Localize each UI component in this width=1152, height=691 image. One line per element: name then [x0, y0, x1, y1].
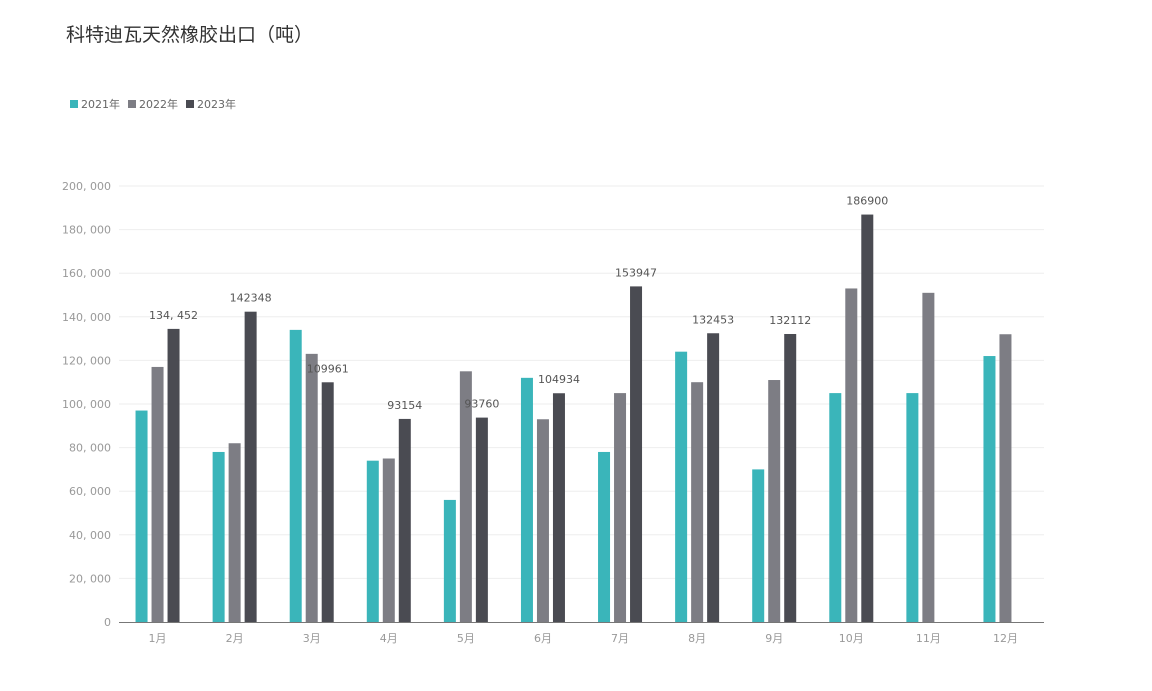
bar-2021年-3月[interactable] — [289, 329, 302, 622]
bar-2022年-6月[interactable] — [536, 419, 549, 622]
y-tick-label: 60, 000 — [69, 485, 111, 498]
bar-2022年-3月[interactable] — [305, 353, 318, 622]
bar-2022年-11月[interactable] — [922, 292, 935, 622]
bar-2021年-1月[interactable] — [135, 410, 148, 622]
legend-item-2023[interactable]: 2023年 — [186, 96, 236, 112]
x-tick-label: 7月 — [611, 632, 629, 645]
data-label: 186900 — [846, 195, 888, 208]
bar-2023年-6月[interactable] — [552, 393, 565, 622]
bar-2021年-5月[interactable] — [443, 499, 456, 622]
bar-2021年-11月[interactable] — [906, 393, 919, 622]
legend-swatch-2021 — [70, 100, 78, 108]
legend-label-2021: 2021年 — [81, 98, 120, 111]
y-tick-label: 80, 000 — [69, 442, 111, 455]
bar-2022年-4月[interactable] — [382, 458, 395, 623]
data-label: 104934 — [538, 373, 580, 386]
legend-swatch-2022 — [128, 100, 136, 108]
y-tick-label: 100, 000 — [62, 398, 111, 411]
x-tick-label: 12月 — [993, 632, 1018, 645]
y-tick-label: 200, 000 — [62, 180, 111, 193]
data-label: 109961 — [307, 362, 349, 375]
bar-2023年-7月[interactable] — [630, 286, 643, 622]
legend-item-2021[interactable]: 2021年 — [70, 96, 120, 112]
y-tick-label: 120, 000 — [62, 354, 111, 367]
bar-2021年-9月[interactable] — [752, 469, 765, 622]
bar-2022年-2月[interactable] — [228, 443, 241, 622]
data-labels: 134, 452 142348 109961 93154 93760 104934 1539… — [149, 195, 888, 412]
data-label: 93154 — [387, 399, 422, 412]
bar-2022年-8月[interactable] — [691, 382, 704, 622]
bar-2021年-10月[interactable] — [829, 393, 842, 622]
data-label: 132112 — [769, 314, 811, 327]
x-tick-label: 2月 — [226, 632, 244, 645]
x-tick-label: 10月 — [839, 632, 864, 645]
bar-2021年-6月[interactable] — [520, 377, 533, 622]
bar-2023年-2月[interactable] — [244, 311, 257, 622]
x-tick-label: 1月 — [149, 632, 167, 645]
y-tick-label: 40, 000 — [69, 529, 111, 542]
x-tick-label: 5月 — [457, 632, 475, 645]
legend: 2021年 2022年 2023年 — [70, 96, 236, 112]
bar-2022年-5月[interactable] — [459, 371, 472, 622]
bar-2023年-8月[interactable] — [707, 333, 720, 622]
x-tick-label: 11月 — [916, 632, 941, 645]
legend-item-2022[interactable]: 2022年 — [128, 96, 178, 112]
data-label: 153947 — [615, 266, 657, 279]
bar-2023年-1月[interactable] — [167, 328, 180, 622]
x-tick-label: 4月 — [380, 632, 398, 645]
x-tick-label: 8月 — [688, 632, 706, 645]
chart-title: 科特迪瓦天然橡胶出口（吨） — [66, 24, 314, 46]
x-axis: 1月 2月 3月 4月 5月 6月 7月 8月 9月 10月 11月 12月 — [119, 622, 1044, 645]
bar-2021年-7月[interactable] — [598, 451, 611, 622]
y-tick-label: 140, 000 — [62, 311, 111, 324]
bar-2021年-2月[interactable] — [212, 451, 225, 622]
bar-2022年-9月[interactable] — [768, 380, 781, 622]
y-tick-label: 180, 000 — [62, 224, 111, 237]
data-label: 132453 — [692, 313, 734, 326]
data-label: 142348 — [230, 292, 272, 305]
bar-2023年-9月[interactable] — [784, 333, 797, 622]
y-tick-label: 0 — [104, 616, 111, 629]
bar-2023年-4月[interactable] — [398, 418, 411, 622]
legend-label-2022: 2022年 — [139, 98, 178, 111]
y-tick-label: 160, 000 — [62, 267, 111, 280]
bars — [135, 214, 1012, 623]
x-tick-label: 6月 — [534, 632, 552, 645]
bar-2021年-8月[interactable] — [675, 351, 688, 622]
bar-2023年-3月[interactable] — [321, 382, 334, 622]
bar-2021年-12月[interactable] — [983, 356, 996, 622]
bar-2023年-10月[interactable] — [861, 214, 874, 623]
bar-2022年-10月[interactable] — [845, 288, 858, 622]
y-axis: 0 20, 000 40, 000 60, 000 80, 000 100, 000 120… — [62, 180, 111, 629]
bar-2022年-1月[interactable] — [151, 366, 164, 622]
bar-2022年-7月[interactable] — [614, 393, 627, 622]
data-label: 93760 — [464, 398, 499, 411]
x-tick-label: 3月 — [303, 632, 321, 645]
bar-2022年-12月[interactable] — [999, 334, 1012, 622]
legend-label-2023: 2023年 — [197, 98, 236, 111]
bar-2023年-5月[interactable] — [475, 417, 488, 622]
y-tick-label: 20, 000 — [69, 572, 111, 585]
data-label: 134, 452 — [149, 309, 198, 322]
legend-swatch-2023 — [186, 100, 194, 108]
grid-lines — [119, 185, 1044, 579]
bar-2021年-4月[interactable] — [366, 460, 379, 622]
x-tick-label: 9月 — [765, 632, 783, 645]
